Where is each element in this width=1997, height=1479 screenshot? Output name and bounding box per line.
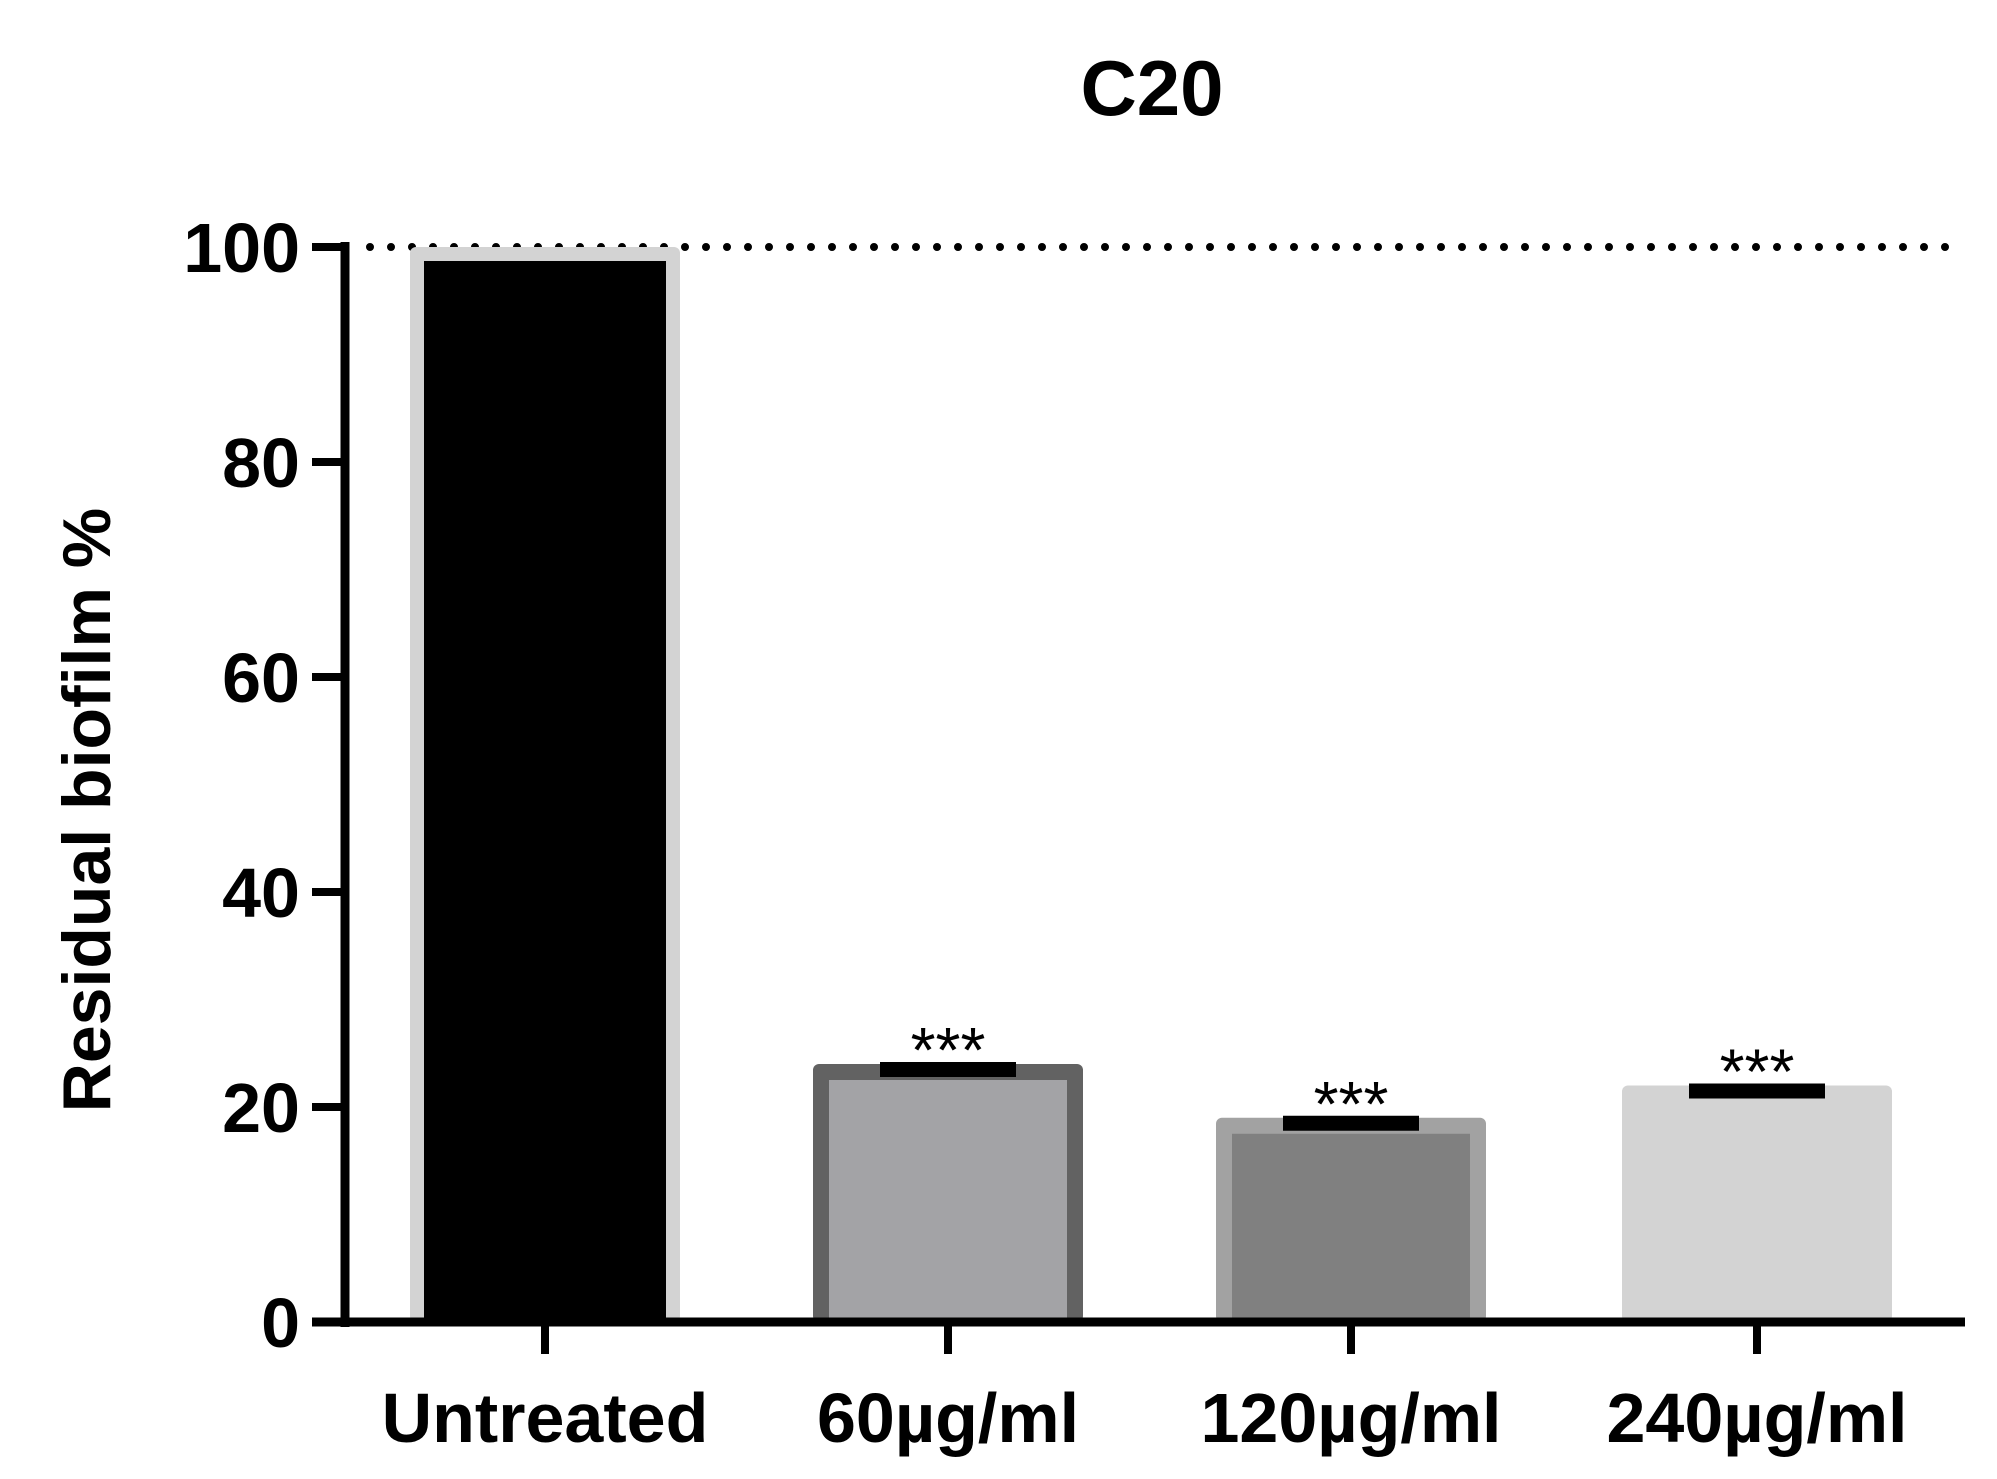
x-tick-label: 60µg/ml bbox=[817, 1379, 1079, 1457]
chart-title: C20 bbox=[1080, 44, 1223, 132]
significance-label: *** bbox=[1314, 1068, 1389, 1140]
bar bbox=[829, 1080, 1067, 1322]
error-bar bbox=[880, 1062, 1016, 1077]
y-axis-label: Residual biofilm % bbox=[49, 508, 125, 1113]
error-bar bbox=[1283, 1115, 1419, 1131]
significance-label: *** bbox=[911, 1014, 986, 1086]
bar-group-2: *** bbox=[813, 1014, 1083, 1322]
y-tick-label: 60 bbox=[222, 639, 300, 717]
error-bar bbox=[1689, 1083, 1825, 1099]
bar bbox=[424, 261, 666, 1322]
y-tick-label: 100 bbox=[183, 209, 300, 287]
y-tick-label: 40 bbox=[222, 854, 300, 932]
bar-group-3: *** bbox=[1216, 1068, 1486, 1322]
y-tick-label: 0 bbox=[261, 1284, 300, 1362]
y-tick-label: 80 bbox=[222, 424, 300, 502]
bar bbox=[1622, 1085, 1892, 1322]
significance-label: *** bbox=[1720, 1036, 1795, 1108]
bar bbox=[1232, 1133, 1470, 1322]
x-tick-label: 240µg/ml bbox=[1606, 1379, 1907, 1457]
bar-group-1 bbox=[410, 247, 680, 1322]
bar-group-4: *** bbox=[1622, 1036, 1892, 1322]
x-tick-label: 120µg/ml bbox=[1200, 1379, 1501, 1457]
x-tick-label: Untreated bbox=[382, 1379, 709, 1457]
y-tick-label: 20 bbox=[222, 1069, 300, 1147]
